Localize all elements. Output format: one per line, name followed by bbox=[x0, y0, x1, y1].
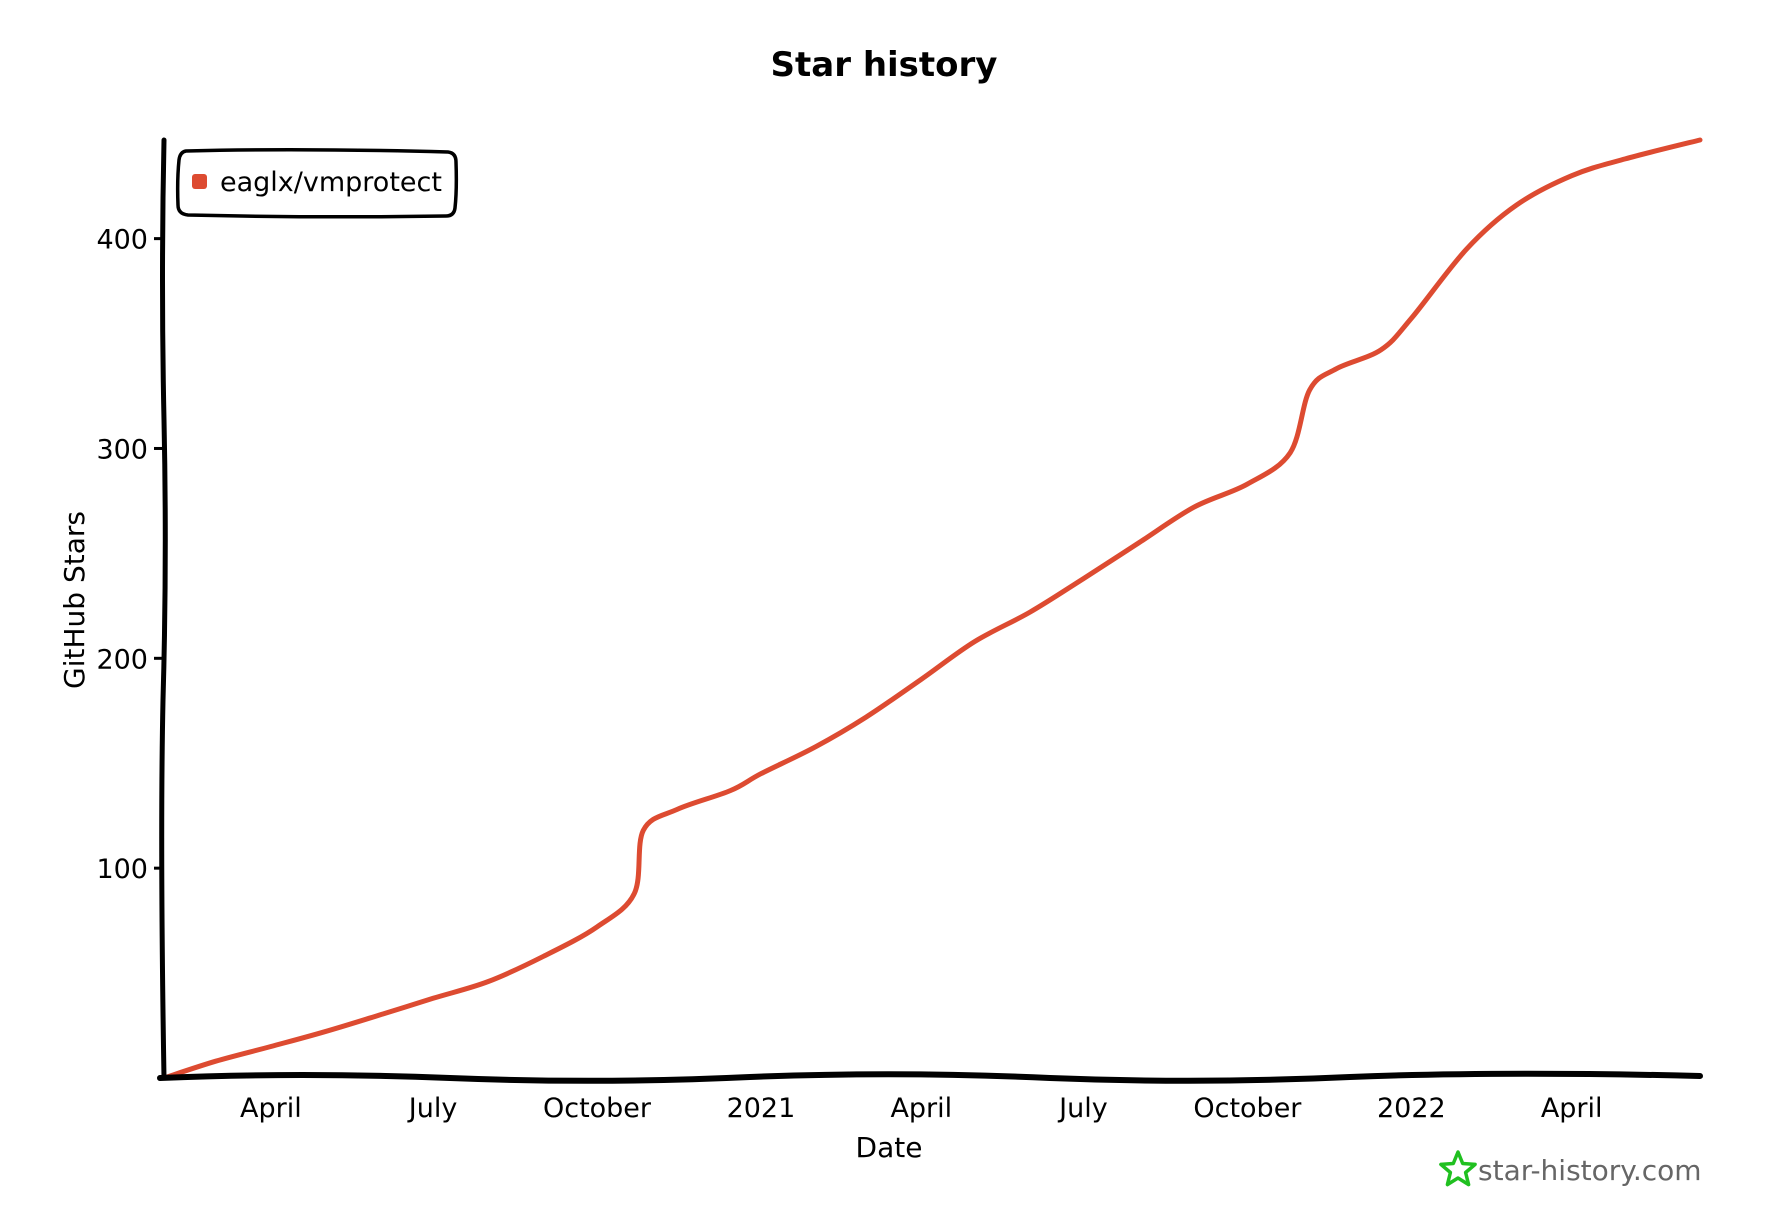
legend-swatch bbox=[192, 174, 207, 189]
star-icon bbox=[1449, 1153, 1477, 1155]
y-tick-label: 400 bbox=[96, 225, 148, 256]
y-axis: 100 200 300 400 GitHub Stars bbox=[58, 137, 168, 1081]
legend-box bbox=[175, 147, 459, 219]
x-axis-line bbox=[157, 1070, 1703, 1084]
series-line bbox=[161, 137, 1703, 1081]
star-icon bbox=[1439, 1150, 1477, 1187]
y-tick-label: 300 bbox=[96, 434, 148, 465]
x-tick-label: April bbox=[890, 1093, 952, 1124]
x-tick-label: 2021 bbox=[727, 1093, 796, 1124]
x-tick-label: October bbox=[543, 1093, 652, 1124]
x-tick-label: July bbox=[1057, 1093, 1108, 1124]
x-tick-label: October bbox=[1193, 1093, 1302, 1124]
x-tick-label: April bbox=[1541, 1093, 1603, 1124]
legend: eaglx/vmprotect bbox=[175, 147, 459, 219]
legend-label: eaglx/vmprotect bbox=[220, 167, 442, 198]
x-tick-label: 2022 bbox=[1377, 1093, 1446, 1124]
x-tick-label: July bbox=[407, 1093, 458, 1124]
watermark-star-icon bbox=[1439, 1150, 1477, 1187]
y-tick-labels: 100 200 300 400 bbox=[96, 225, 164, 885]
y-axis-line bbox=[159, 137, 168, 1081]
x-axis-label: Date bbox=[856, 1131, 923, 1164]
y-tick-label: 100 bbox=[96, 854, 148, 885]
x-tick-label: April bbox=[240, 1093, 302, 1124]
watermark: star-history.com bbox=[1439, 1150, 1702, 1187]
chart-title: Star history bbox=[771, 45, 998, 85]
plot-area bbox=[161, 137, 1703, 1081]
watermark-text: star-history.com bbox=[1478, 1154, 1702, 1187]
y-axis-label: GitHub Stars bbox=[58, 511, 91, 689]
y-tick-label: 200 bbox=[96, 644, 148, 675]
x-tick-labels: April July October 2021 April July October 2022… bbox=[240, 1093, 1603, 1124]
x-axis: April July October 2021 April July October 2022… bbox=[157, 1070, 1703, 1164]
